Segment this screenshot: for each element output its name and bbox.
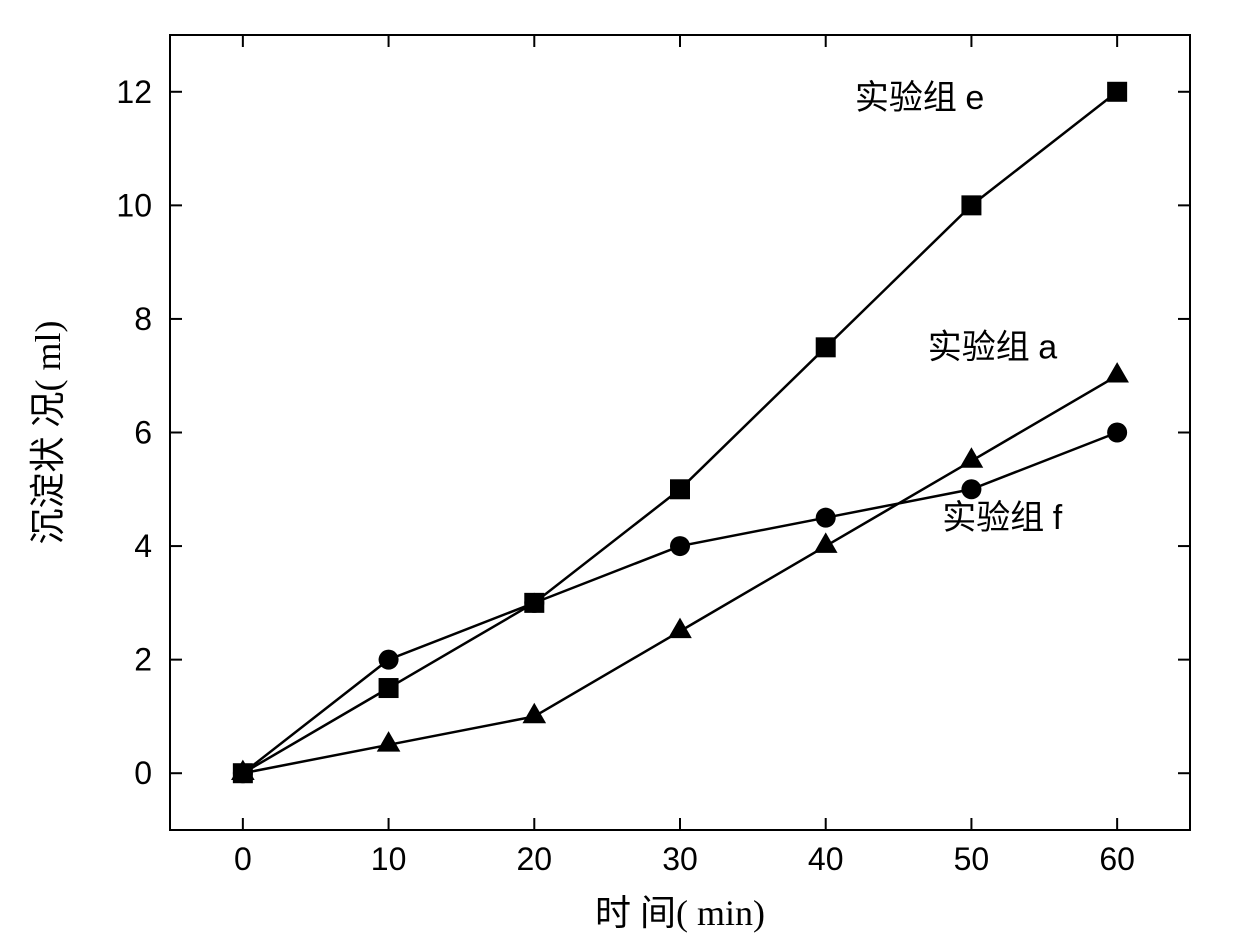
series-e-marker	[670, 479, 690, 499]
x-tick-label: 30	[662, 841, 698, 877]
y-axis-label: 沉淀状 况( ml)	[28, 321, 68, 545]
series-e-marker	[961, 195, 981, 215]
y-tick-label: 0	[134, 755, 152, 791]
x-tick-label: 20	[516, 841, 552, 877]
series-f-marker	[670, 536, 690, 556]
series-a-label: 实验组 a	[928, 329, 1058, 367]
series-f-label-prefix: 实验组	[942, 499, 1052, 537]
series-e-label: 实验组 e	[855, 79, 984, 117]
chart-svg: 0 10 20 30 40 50 60 0 2 4 6 8 10 12 时 间( min) 沉淀状 况( ml…	[0, 0, 1240, 950]
y-tick-label: 6	[134, 415, 152, 451]
series-a-line	[243, 376, 1117, 774]
series-f-marker	[524, 593, 544, 613]
x-tick-label: 0	[234, 841, 252, 877]
series-f-marker	[233, 763, 253, 783]
y-tick-label: 4	[134, 528, 152, 564]
series-a-label-letter: a	[1038, 329, 1057, 367]
series-e-label-prefix: 实验组	[855, 79, 966, 117]
series-f: 实验组 f	[233, 423, 1127, 784]
series-f-label: 实验组 f	[942, 499, 1062, 537]
series-f-marker	[961, 479, 981, 499]
series-f-marker	[816, 508, 836, 528]
series-f-marker	[379, 650, 399, 670]
chart-container: 0 10 20 30 40 50 60 0 2 4 6 8 10 12 时 间( min) 沉淀状 况( ml…	[0, 0, 1240, 950]
y-tick-label: 2	[134, 642, 152, 678]
y-tick-label: 12	[116, 74, 152, 110]
series-e-marker	[816, 337, 836, 357]
series-a-marker	[377, 731, 401, 751]
x-tick-label: 60	[1099, 841, 1135, 877]
series-f-marker	[1107, 423, 1127, 443]
x-tick-label: 50	[954, 841, 990, 877]
x-tick-label: 10	[371, 841, 407, 877]
series-f-label-letter: f	[1053, 499, 1063, 537]
series-a-marker	[1105, 362, 1129, 382]
y-tick-label: 8	[134, 301, 152, 337]
series-a-label-prefix: 实验组	[928, 329, 1039, 367]
series-e-label-letter: e	[965, 79, 984, 117]
series-e-marker	[379, 678, 399, 698]
series-e-marker	[1107, 82, 1127, 102]
x-axis-label: 时 间( min)	[595, 893, 765, 933]
y-tick-label: 10	[116, 187, 152, 223]
x-tick-label: 40	[808, 841, 844, 877]
